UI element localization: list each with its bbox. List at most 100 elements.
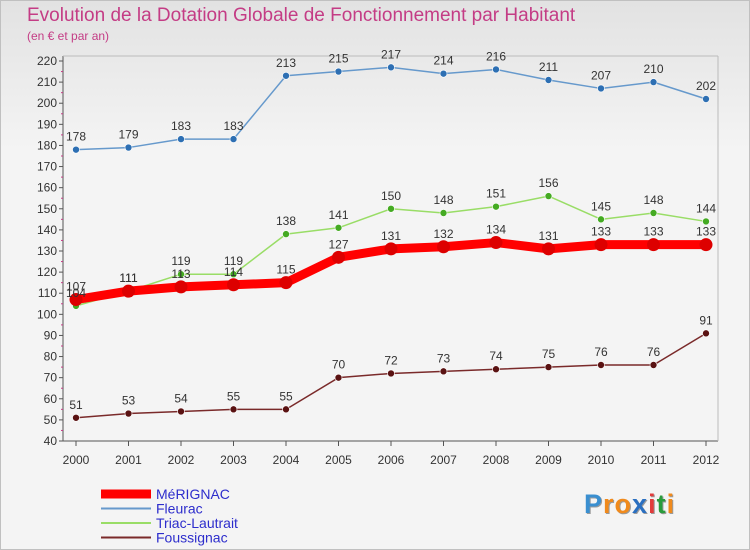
legend-label-2: Triac-Lautrait (156, 515, 238, 531)
x-tick-label: 2005 (325, 453, 352, 467)
data-label: 115 (276, 263, 295, 277)
y-tick-label: 110 (38, 286, 57, 300)
x-tick-label: 2012 (693, 453, 720, 467)
data-label: 141 (328, 208, 348, 222)
data-point (177, 135, 185, 143)
data-point (72, 413, 80, 422)
data-label: 178 (66, 130, 86, 144)
data-point (544, 363, 553, 371)
y-tick-label: 160 (37, 181, 57, 195)
data-label: 72 (384, 353, 398, 367)
y-tick-label: 60 (44, 392, 58, 406)
data-point (282, 71, 290, 80)
data-label: 134 (486, 223, 506, 237)
data-label: 70 (332, 358, 346, 372)
data-point (489, 236, 503, 250)
data-point (594, 238, 608, 252)
data-point (282, 230, 290, 238)
data-label: 76 (647, 345, 661, 359)
proxiti-logo: Proxiti (584, 489, 675, 520)
data-point (702, 95, 710, 103)
data-label: 133 (643, 225, 663, 239)
data-label: 111 (119, 271, 138, 285)
data-label: 179 (118, 128, 138, 142)
data-point (702, 217, 710, 226)
data-point (542, 242, 555, 256)
data-point (122, 284, 135, 298)
x-tick-label: 2002 (168, 453, 195, 467)
data-point (229, 405, 238, 414)
data-label: 133 (591, 225, 611, 239)
data-point (492, 65, 500, 74)
y-tick-label: 130 (37, 244, 57, 258)
data-point (649, 209, 658, 217)
data-point (544, 76, 553, 84)
y-tick-label: 220 (37, 54, 57, 68)
data-point (282, 405, 290, 414)
x-tick-label: 2010 (588, 453, 615, 467)
y-tick-label: 70 (44, 371, 58, 385)
data-label: 76 (594, 345, 608, 359)
x-tick-label: 2007 (430, 453, 457, 467)
series-line-1 (75, 66, 707, 151)
chart-subtitle: (en € et par an) (27, 29, 110, 43)
data-point (72, 145, 80, 154)
data-label: 202 (696, 79, 716, 93)
data-point (647, 238, 660, 252)
y-tick-label: 100 (37, 307, 57, 321)
data-label: 119 (224, 254, 243, 268)
x-tick-label: 2011 (641, 453, 667, 467)
data-point (332, 250, 345, 264)
data-point (597, 215, 605, 224)
data-point (702, 329, 710, 338)
data-label: 55 (279, 389, 293, 403)
data-label: 144 (696, 201, 716, 215)
data-label: 217 (381, 47, 401, 61)
data-label: 148 (643, 193, 663, 207)
chart-title: Evolution de la Dotation Globale de Fonc… (27, 5, 576, 26)
data-point (439, 69, 448, 78)
data-label: 55 (227, 389, 241, 403)
data-point (69, 293, 83, 307)
data-label: 215 (328, 52, 348, 66)
data-label: 216 (486, 49, 506, 63)
data-label: 156 (538, 176, 558, 190)
data-label: 210 (643, 62, 663, 76)
data-label: 53 (122, 394, 136, 408)
x-tick-label: 2009 (535, 453, 562, 467)
data-label: 207 (591, 68, 611, 82)
data-label: 183 (223, 119, 243, 133)
data-label: 133 (696, 225, 716, 239)
logo-letter: x (632, 489, 649, 519)
y-tick-label: 180 (37, 138, 57, 152)
data-point (174, 280, 188, 294)
logo-letter: i (648, 489, 657, 519)
data-label: 132 (433, 227, 453, 241)
data-point (177, 407, 185, 416)
data-point (492, 202, 500, 211)
data-label: 113 (171, 267, 190, 281)
data-point (437, 240, 450, 254)
data-point (124, 143, 133, 152)
data-point (649, 361, 658, 369)
data-point (229, 270, 238, 279)
data-label: 183 (171, 119, 191, 133)
x-tick-label: 2001 (115, 453, 142, 467)
legend-label-1: Fleurac (156, 501, 203, 517)
logo-letter: o (614, 489, 633, 519)
data-point (597, 84, 605, 93)
data-label: 131 (381, 229, 401, 243)
data-point (334, 373, 343, 382)
data-point (492, 365, 500, 374)
data-point (699, 238, 713, 252)
data-label: 51 (69, 398, 83, 412)
data-label: 211 (539, 60, 558, 74)
logo-letter: r (603, 489, 615, 519)
y-tick-label: 150 (37, 202, 57, 216)
y-tick-label: 120 (37, 265, 57, 279)
data-point (334, 67, 343, 76)
x-tick-label: 2006 (378, 453, 405, 467)
data-point (279, 276, 293, 290)
